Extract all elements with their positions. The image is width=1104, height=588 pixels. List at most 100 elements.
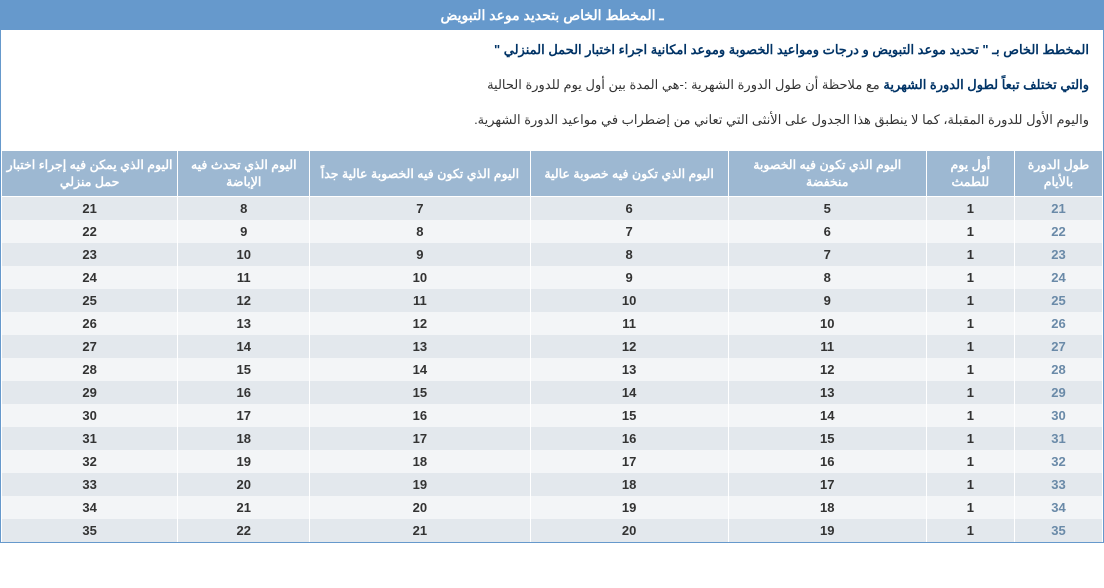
table-cell: 5 — [728, 196, 926, 220]
desc-line-3-plain: واليوم الأول للدورة المقبلة، كما لا ينطب… — [474, 112, 1089, 127]
table-cell: 18 — [530, 473, 728, 496]
table-cell: 9 — [728, 289, 926, 312]
table-cell: 16 — [310, 404, 530, 427]
table-cell: 1 — [926, 496, 1014, 519]
table-cell: 30 — [2, 404, 178, 427]
table-cell: 15 — [310, 381, 530, 404]
table-cell: 19 — [178, 450, 310, 473]
table-cell: 10 — [728, 312, 926, 335]
table-cell: 22 — [2, 220, 178, 243]
table-row: 2711112131427 — [2, 335, 1103, 358]
table-cell: 1 — [926, 243, 1014, 266]
table-cell: 23 — [2, 243, 178, 266]
table-cell: 1 — [926, 427, 1014, 450]
desc-line-1-bold: المخطط الخاص بـ " تحديد موعد التبويض و د… — [494, 42, 1089, 57]
table-cell: 13 — [178, 312, 310, 335]
table-cell: 1 — [926, 519, 1014, 542]
table-row: 3011415161730 — [2, 404, 1103, 427]
desc-line-1: المخطط الخاص بـ " تحديد موعد التبويض و د… — [15, 40, 1089, 61]
col-header-low-fertility: اليوم الذي تكون فيه الخصوبة منخفضة — [728, 151, 926, 197]
table-row: 2811213141528 — [2, 358, 1103, 381]
table-cell: 12 — [310, 312, 530, 335]
table-cell: 8 — [530, 243, 728, 266]
table-cell: 25 — [1014, 289, 1102, 312]
table-cell: 1 — [926, 358, 1014, 381]
table-cell: 7 — [530, 220, 728, 243]
table-cell: 20 — [178, 473, 310, 496]
table-cell: 21 — [2, 196, 178, 220]
table-cell: 1 — [926, 450, 1014, 473]
table-cell: 32 — [1014, 450, 1102, 473]
table-cell: 15 — [178, 358, 310, 381]
desc-line-3: واليوم الأول للدورة المقبلة، كما لا ينطب… — [15, 110, 1089, 131]
table-cell: 28 — [2, 358, 178, 381]
table-row: 3411819202134 — [2, 496, 1103, 519]
table-cell: 14 — [310, 358, 530, 381]
col-header-cycle: طول الدورة بالأيام — [1014, 151, 1102, 197]
main-container: ـ المخطط الخاص بتحديد موعد التبويض المخط… — [0, 0, 1104, 543]
table-cell: 1 — [926, 220, 1014, 243]
table-cell: 23 — [1014, 243, 1102, 266]
ovulation-table: طول الدورة بالأيام أول يوم للطمث اليوم ا… — [1, 150, 1103, 542]
table-cell: 15 — [728, 427, 926, 450]
table-cell: 29 — [2, 381, 178, 404]
table-cell: 1 — [926, 473, 1014, 496]
table-cell: 31 — [2, 427, 178, 450]
table-row: 3111516171831 — [2, 427, 1103, 450]
table-cell: 17 — [728, 473, 926, 496]
table-cell: 14 — [178, 335, 310, 358]
col-header-very-high-fertility: اليوم الذي تكون فيه الخصوبة عالية جداً — [310, 151, 530, 197]
table-cell: 34 — [2, 496, 178, 519]
table-cell: 19 — [310, 473, 530, 496]
table-cell: 33 — [1014, 473, 1102, 496]
table-cell: 1 — [926, 335, 1014, 358]
title-text: ـ المخطط الخاص بتحديد موعد التبويض — [440, 7, 663, 23]
table-cell: 31 — [1014, 427, 1102, 450]
table-cell: 1 — [926, 404, 1014, 427]
table-head: طول الدورة بالأيام أول يوم للطمث اليوم ا… — [2, 151, 1103, 197]
table-row: 3511920212235 — [2, 519, 1103, 542]
title-bar: ـ المخطط الخاص بتحديد موعد التبويض — [1, 1, 1103, 30]
table-cell: 21 — [178, 496, 310, 519]
table-cell: 1 — [926, 196, 1014, 220]
table-cell: 9 — [178, 220, 310, 243]
table-cell: 20 — [310, 496, 530, 519]
table-cell: 11 — [728, 335, 926, 358]
table-cell: 24 — [2, 266, 178, 289]
table-cell: 19 — [728, 519, 926, 542]
col-header-ovulation: اليوم الذي تحدث فيه الإباضة — [178, 151, 310, 197]
table-cell: 18 — [178, 427, 310, 450]
table-cell: 35 — [2, 519, 178, 542]
header-row: طول الدورة بالأيام أول يوم للطمث اليوم ا… — [2, 151, 1103, 197]
table-cell: 27 — [1014, 335, 1102, 358]
table-cell: 10 — [178, 243, 310, 266]
table-cell: 8 — [310, 220, 530, 243]
table-row: 3311718192033 — [2, 473, 1103, 496]
table-cell: 12 — [178, 289, 310, 312]
table-cell: 14 — [728, 404, 926, 427]
desc-line-2-bold: والتي تختلف تبعاً لطول الدورة الشهرية — [883, 77, 1089, 92]
table-cell: 11 — [530, 312, 728, 335]
table-cell: 18 — [310, 450, 530, 473]
table-cell: 9 — [310, 243, 530, 266]
table-cell: 13 — [310, 335, 530, 358]
table-cell: 1 — [926, 289, 1014, 312]
table-row: 3211617181932 — [2, 450, 1103, 473]
table-cell: 13 — [530, 358, 728, 381]
table-cell: 1 — [926, 312, 1014, 335]
table-row: 2317891023 — [2, 243, 1103, 266]
table-cell: 17 — [178, 404, 310, 427]
table-row: 24189101124 — [2, 266, 1103, 289]
table-cell: 16 — [728, 450, 926, 473]
table-cell: 28 — [1014, 358, 1102, 381]
table-cell: 8 — [728, 266, 926, 289]
table-row: 2611011121326 — [2, 312, 1103, 335]
col-header-high-fertility: اليوم الذي تكون فيه خصوبة عالية — [530, 151, 728, 197]
desc-line-2-plain: مع ملاحظة أن طول الدورة الشهرية :-هي الم… — [487, 77, 883, 92]
table-cell: 18 — [728, 496, 926, 519]
table-cell: 17 — [530, 450, 728, 473]
table-cell: 24 — [1014, 266, 1102, 289]
table-cell: 15 — [530, 404, 728, 427]
table-cell: 26 — [1014, 312, 1102, 335]
table-body: 2115678212216789222317891023241891011242… — [2, 196, 1103, 542]
